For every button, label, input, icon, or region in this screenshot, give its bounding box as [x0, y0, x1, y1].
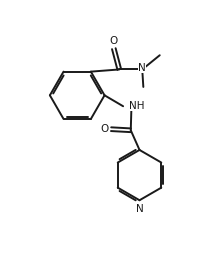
Text: O: O [100, 124, 108, 134]
Text: O: O [110, 36, 118, 46]
Text: NH: NH [128, 101, 144, 111]
Text: N: N [138, 63, 146, 73]
Text: N: N [136, 203, 143, 214]
